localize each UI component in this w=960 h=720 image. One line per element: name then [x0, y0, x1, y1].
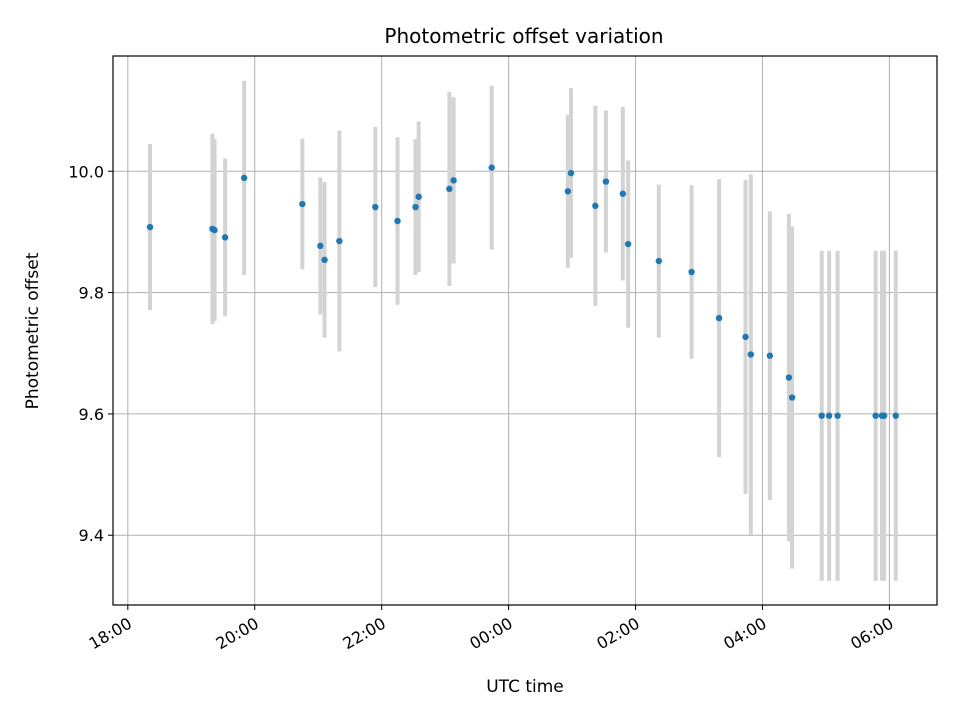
data-point: [788, 394, 796, 401]
data-point: [564, 188, 572, 195]
data-point: [321, 256, 328, 264]
data-point: [488, 164, 495, 171]
data-point: [221, 234, 229, 241]
data-point: [146, 223, 154, 231]
data-point: [624, 240, 632, 248]
y-tick-label: 9.4: [79, 526, 104, 545]
data-point: [872, 412, 879, 419]
y-tick-label: 9.8: [79, 284, 104, 303]
data-point: [825, 412, 833, 419]
data-point: [880, 412, 888, 419]
data-point: [747, 351, 755, 358]
data-point: [785, 374, 793, 381]
data-point: [299, 200, 306, 208]
y-axis-label: Photometric offset: [23, 252, 43, 409]
data-point: [655, 257, 663, 265]
data-point: [592, 202, 599, 210]
data-points: [146, 164, 899, 419]
data-point: [834, 412, 841, 419]
data-point: [372, 203, 379, 211]
data-point: [742, 333, 749, 341]
data-point: [766, 352, 774, 359]
plot-frame: [112, 55, 938, 606]
data-point: [688, 268, 695, 276]
data-point: [602, 178, 610, 185]
data-point: [394, 217, 401, 225]
data-point: [211, 226, 218, 234]
data-point: [450, 177, 457, 184]
data-point: [818, 412, 825, 419]
y-tick-label: 10.0: [68, 162, 104, 181]
data-point: [336, 237, 343, 245]
y-tick-label: 9.6: [79, 405, 104, 424]
data-point: [317, 242, 324, 250]
data-point: [415, 193, 422, 200]
y-axis-ticks: 9.4 9.6 9.8 10.0: [68, 162, 113, 545]
x-axis-label: UTC time: [486, 677, 564, 697]
data-point: [619, 190, 627, 197]
data-point: [412, 203, 419, 211]
chart-title: Photometric offset variation: [384, 24, 663, 48]
data-point: [892, 412, 899, 419]
data-point: [715, 314, 723, 322]
data-point: [567, 169, 575, 177]
data-point: [446, 185, 453, 193]
grid: [113, 56, 937, 605]
data-point: [240, 174, 248, 182]
